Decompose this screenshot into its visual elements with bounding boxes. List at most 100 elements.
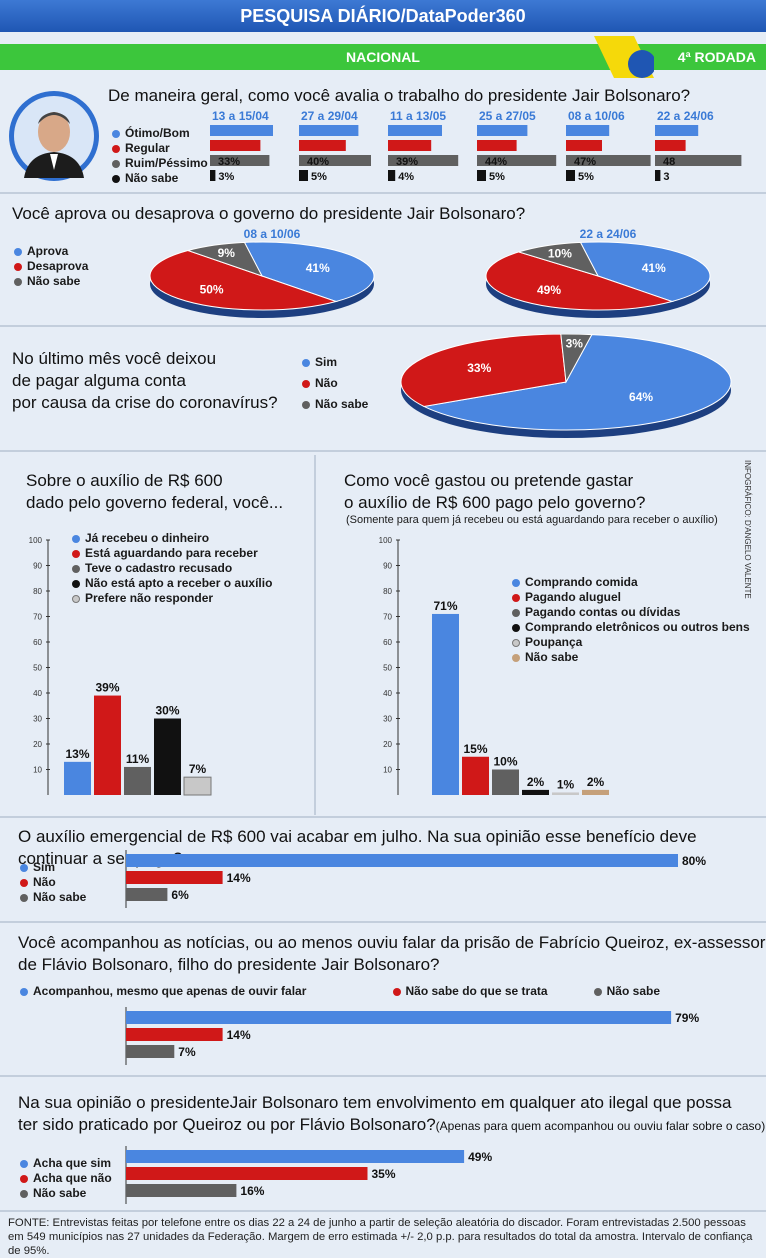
pie-label: 49% (537, 283, 561, 297)
bar (210, 125, 273, 136)
q3-question-line: de pagar alguma conta (12, 371, 186, 390)
data-label: 48 (663, 156, 675, 168)
period-label: 27 a 29/04 (301, 109, 358, 123)
period-label: 11 a 13/05 (390, 109, 446, 123)
bar (126, 1167, 368, 1180)
bar (492, 769, 519, 795)
bar (462, 756, 489, 795)
legend-label: Sim (33, 860, 56, 874)
data-label: 3 (663, 171, 669, 183)
legend-label: Não sabe (315, 397, 369, 411)
data-label: 71% (433, 599, 457, 613)
divider (0, 1075, 766, 1077)
q5-question-line: Como você gastou ou pretende gastar (344, 471, 634, 490)
y-tick-label: 70 (383, 613, 392, 622)
legend-dot (20, 878, 28, 887)
q2-legend: Aprova Desaprova Não sabe (14, 244, 88, 289)
q4-question-line: Sobre o auxílio de R$ 600 (26, 471, 223, 490)
pie-slice (560, 334, 593, 384)
data-label: 6% (171, 888, 189, 902)
bar (210, 155, 270, 166)
bar (552, 792, 579, 795)
data-label: 80% (682, 854, 706, 868)
legend-dot (20, 893, 28, 902)
y-tick-label: 90 (383, 562, 392, 571)
legend-dot (20, 987, 28, 996)
data-label: 15% (463, 742, 487, 756)
bar (299, 140, 346, 151)
y-tick-label: 20 (383, 740, 392, 749)
legend-dot (512, 593, 520, 602)
y-tick-label: 10 (383, 766, 392, 775)
bar (388, 170, 396, 181)
pie-slice (579, 241, 711, 303)
bar (655, 170, 661, 181)
legend-dot (112, 129, 120, 138)
y-tick-label: 70 (33, 613, 42, 622)
data-label: 47% (574, 156, 596, 168)
pie-label: 3% (566, 337, 584, 351)
legend-dot (512, 638, 520, 647)
y-tick-label: 30 (383, 715, 392, 724)
bar (183, 776, 212, 796)
q5-question-line: o auxílio de R$ 600 pago pelo governo? (344, 493, 646, 512)
legend-label: Acha que não (33, 1171, 112, 1185)
pie-slice (186, 241, 264, 277)
q5-legend: Comprando comida Pagando aluguel Pagando… (512, 575, 750, 665)
legend-dot (20, 863, 28, 872)
data-label: 5% (489, 171, 505, 183)
data-label: 39% (95, 681, 119, 695)
legend-label: Comprando eletrônicos ou outros bens (525, 620, 750, 634)
period-label: 22 a 24/06 (657, 109, 714, 123)
legend-label: Já recebeu o dinheiro (85, 531, 210, 545)
q4-question: Sobre o auxílio de R$ 600 dado pelo gove… (26, 470, 283, 514)
legend-dot (72, 534, 80, 543)
bar (124, 766, 151, 795)
bar (299, 125, 359, 136)
pie-label: 41% (306, 261, 330, 275)
legend-label: Não sabe (27, 274, 81, 288)
legend-label: Regular (125, 141, 170, 155)
legend-label: Prefere não responder (85, 591, 214, 605)
aprova-chart: 08 a 10/06 41% 50% 9% 22 a 24/06 41% 49% 10% (149, 227, 711, 318)
legend-dot (112, 159, 120, 168)
credit: INFOGRÁFICO: D'ANGELO VALENTE (743, 460, 752, 599)
q8-note: (Apenas para quem acompanhou ou ouviu fa… (435, 1119, 766, 1133)
y-tick-label: 50 (33, 664, 42, 673)
data-label: 14% (227, 871, 251, 885)
legend-label: Não sabe (606, 984, 660, 998)
legend-dot (512, 578, 520, 587)
data-label: 30% (155, 704, 179, 718)
y-tick-label: 60 (383, 638, 392, 647)
pie-label: 9% (218, 246, 236, 260)
pie-slice (422, 334, 732, 431)
legend-label: Não sabe (125, 171, 179, 185)
data-label: 4% (398, 171, 414, 183)
bar (94, 695, 121, 795)
legend-label: Não sabe (33, 1186, 87, 1200)
q1-legend: Ótimo/Bom Regular Ruim/Péssimo Não sabe (112, 126, 208, 186)
divider (0, 450, 766, 452)
y-tick-label: 100 (29, 536, 43, 545)
bar (566, 170, 575, 181)
continuar-chart: 80% 14% 6% (125, 850, 706, 908)
footer-source: FONTE: Entrevistas feitas por telefone e… (8, 1217, 753, 1257)
pie-slice (517, 241, 599, 277)
data-label: 3% (218, 171, 234, 183)
period-label: 13 a 15/04 (212, 109, 269, 123)
data-label: 1% (557, 777, 575, 791)
bar (299, 170, 308, 181)
legend-dot (302, 400, 310, 409)
legend-label: Acha que sim (33, 1156, 112, 1170)
bar (126, 1011, 672, 1024)
legend-dot (512, 653, 520, 662)
queiroz-chart: 79% 14% 7% (125, 1007, 699, 1065)
period-label: 22 a 24/06 (580, 227, 637, 241)
y-tick-label: 10 (33, 766, 42, 775)
q7-legend: Acompanhou, mesmo que apenas de ouvir fa… (20, 984, 740, 999)
y-tick-label: 60 (33, 638, 42, 647)
pie-slice (243, 241, 375, 303)
bar (655, 125, 699, 136)
legend-dot (72, 564, 80, 573)
bar (126, 1045, 175, 1058)
